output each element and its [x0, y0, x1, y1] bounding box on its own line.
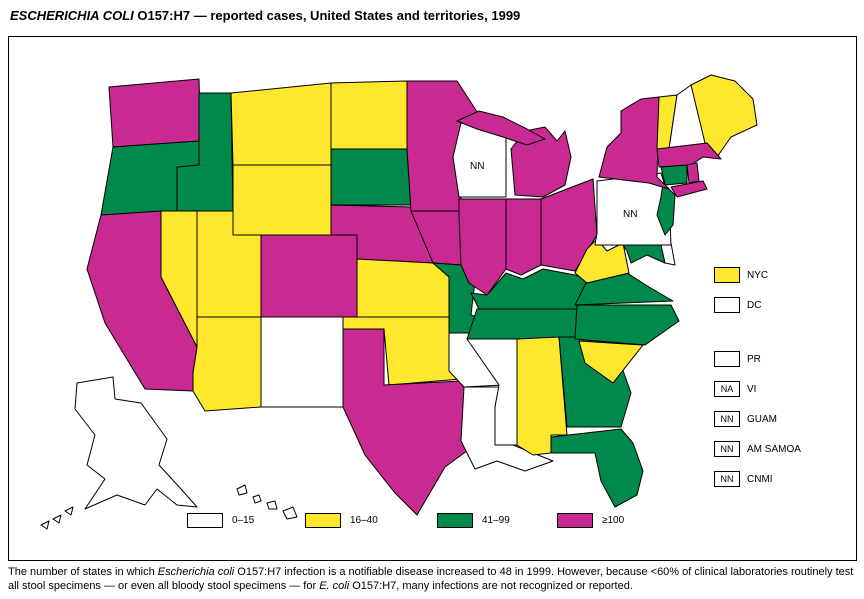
- territory-swatch: NN: [714, 411, 740, 427]
- state-PA: [594, 172, 672, 246]
- state-NC: [574, 304, 680, 346]
- state-ND: [330, 80, 408, 150]
- state-MD: [622, 244, 666, 264]
- state-KS: [356, 258, 450, 318]
- legend-item-3: ≥100: [557, 513, 624, 528]
- legend-swatch: [187, 513, 223, 528]
- state-NJ: [656, 182, 676, 236]
- territory-guam: NN GUAM: [714, 411, 777, 427]
- text-segment: The number of states in which: [8, 566, 158, 578]
- territory-nyc: NYC: [714, 267, 768, 283]
- legend-label: 16–40: [350, 515, 378, 526]
- legend-label: 41–99: [482, 515, 510, 526]
- state-IN: [505, 198, 542, 276]
- territory-am-samoa: NN AM SAMOA: [714, 441, 801, 457]
- territory-label: AM SAMOA: [747, 443, 801, 455]
- legend-label: 0–15: [232, 515, 255, 526]
- state-CO: [260, 234, 358, 318]
- legend-swatch: [437, 513, 473, 528]
- state-WY: [232, 164, 332, 236]
- map-annotation-PA: NN: [623, 209, 637, 220]
- territory-vi: NA VI: [714, 381, 756, 397]
- state-AK: [52, 514, 62, 524]
- state-NY: [598, 96, 670, 190]
- state-SD: [330, 148, 412, 206]
- state-MA: [656, 142, 722, 168]
- state-WA: [108, 78, 202, 148]
- state-HI: [282, 506, 298, 520]
- figure-title: ESCHERICHIA COLI O157:H7 — reported case…: [10, 8, 520, 23]
- map-frame: NN NN NYC DC PR NA VI NN GUAM NN AM SAMOA NN CNMI 0…: [8, 36, 857, 561]
- territory-swatch: [714, 297, 740, 313]
- territory-label: NYC: [747, 269, 769, 281]
- state-HI: [236, 484, 248, 496]
- territory-label: CNMI: [747, 473, 773, 485]
- territory-swatch: NN: [714, 471, 740, 487]
- text-segment: O157:H7, many infections are not recogni…: [349, 579, 633, 592]
- legend-item-0: 0–15: [187, 513, 254, 528]
- state-AZ: [192, 316, 262, 412]
- text-segment: O157:H7 — reported cases, United States …: [133, 8, 521, 23]
- state-NY: [670, 180, 708, 198]
- state-AK: [74, 376, 198, 510]
- legend-label: ≥100: [602, 515, 625, 526]
- territory-pr: PR: [714, 351, 761, 367]
- state-AK: [64, 506, 74, 516]
- state-HI: [266, 500, 278, 510]
- text-segment: E. coli: [319, 579, 350, 592]
- legend-item-2: 41–99: [437, 513, 510, 528]
- text-segment: O157:H7 infection is a notifiable diseas…: [8, 566, 854, 592]
- territory-swatch: [714, 351, 740, 367]
- footnote: The number of states in which Escherichi…: [8, 566, 856, 594]
- map-annotation-WI: NN: [470, 161, 484, 172]
- text-segment: ESCHERICHIA COLI: [10, 8, 134, 23]
- state-AK: [40, 520, 50, 530]
- state-MT: [230, 82, 332, 166]
- territory-label: PR: [747, 353, 761, 365]
- text-segment: Escherichia coli: [157, 566, 235, 578]
- territory-swatch: NA: [714, 381, 740, 397]
- territory-label: VI: [747, 383, 757, 395]
- state-FL: [550, 428, 644, 508]
- state-HI: [252, 494, 262, 504]
- state-CT: [660, 164, 688, 186]
- state-NM: [260, 316, 344, 408]
- territory-cnmi: NN CNMI: [714, 471, 773, 487]
- territory-swatch: NN: [714, 441, 740, 457]
- state-WV: [574, 238, 630, 284]
- legend-item-1: 16–40: [305, 513, 378, 528]
- territory-swatch: [714, 267, 740, 283]
- territory-label: GUAM: [747, 413, 777, 425]
- state-RI: [686, 162, 700, 184]
- us-choropleth-map: NN NN: [40, 74, 758, 530]
- territory-label: DC: [747, 299, 762, 311]
- state-SC: [578, 340, 644, 384]
- legend-swatch: [557, 513, 593, 528]
- state-MI: [456, 110, 546, 146]
- legend-swatch: [305, 513, 341, 528]
- territory-dc: DC: [714, 297, 761, 313]
